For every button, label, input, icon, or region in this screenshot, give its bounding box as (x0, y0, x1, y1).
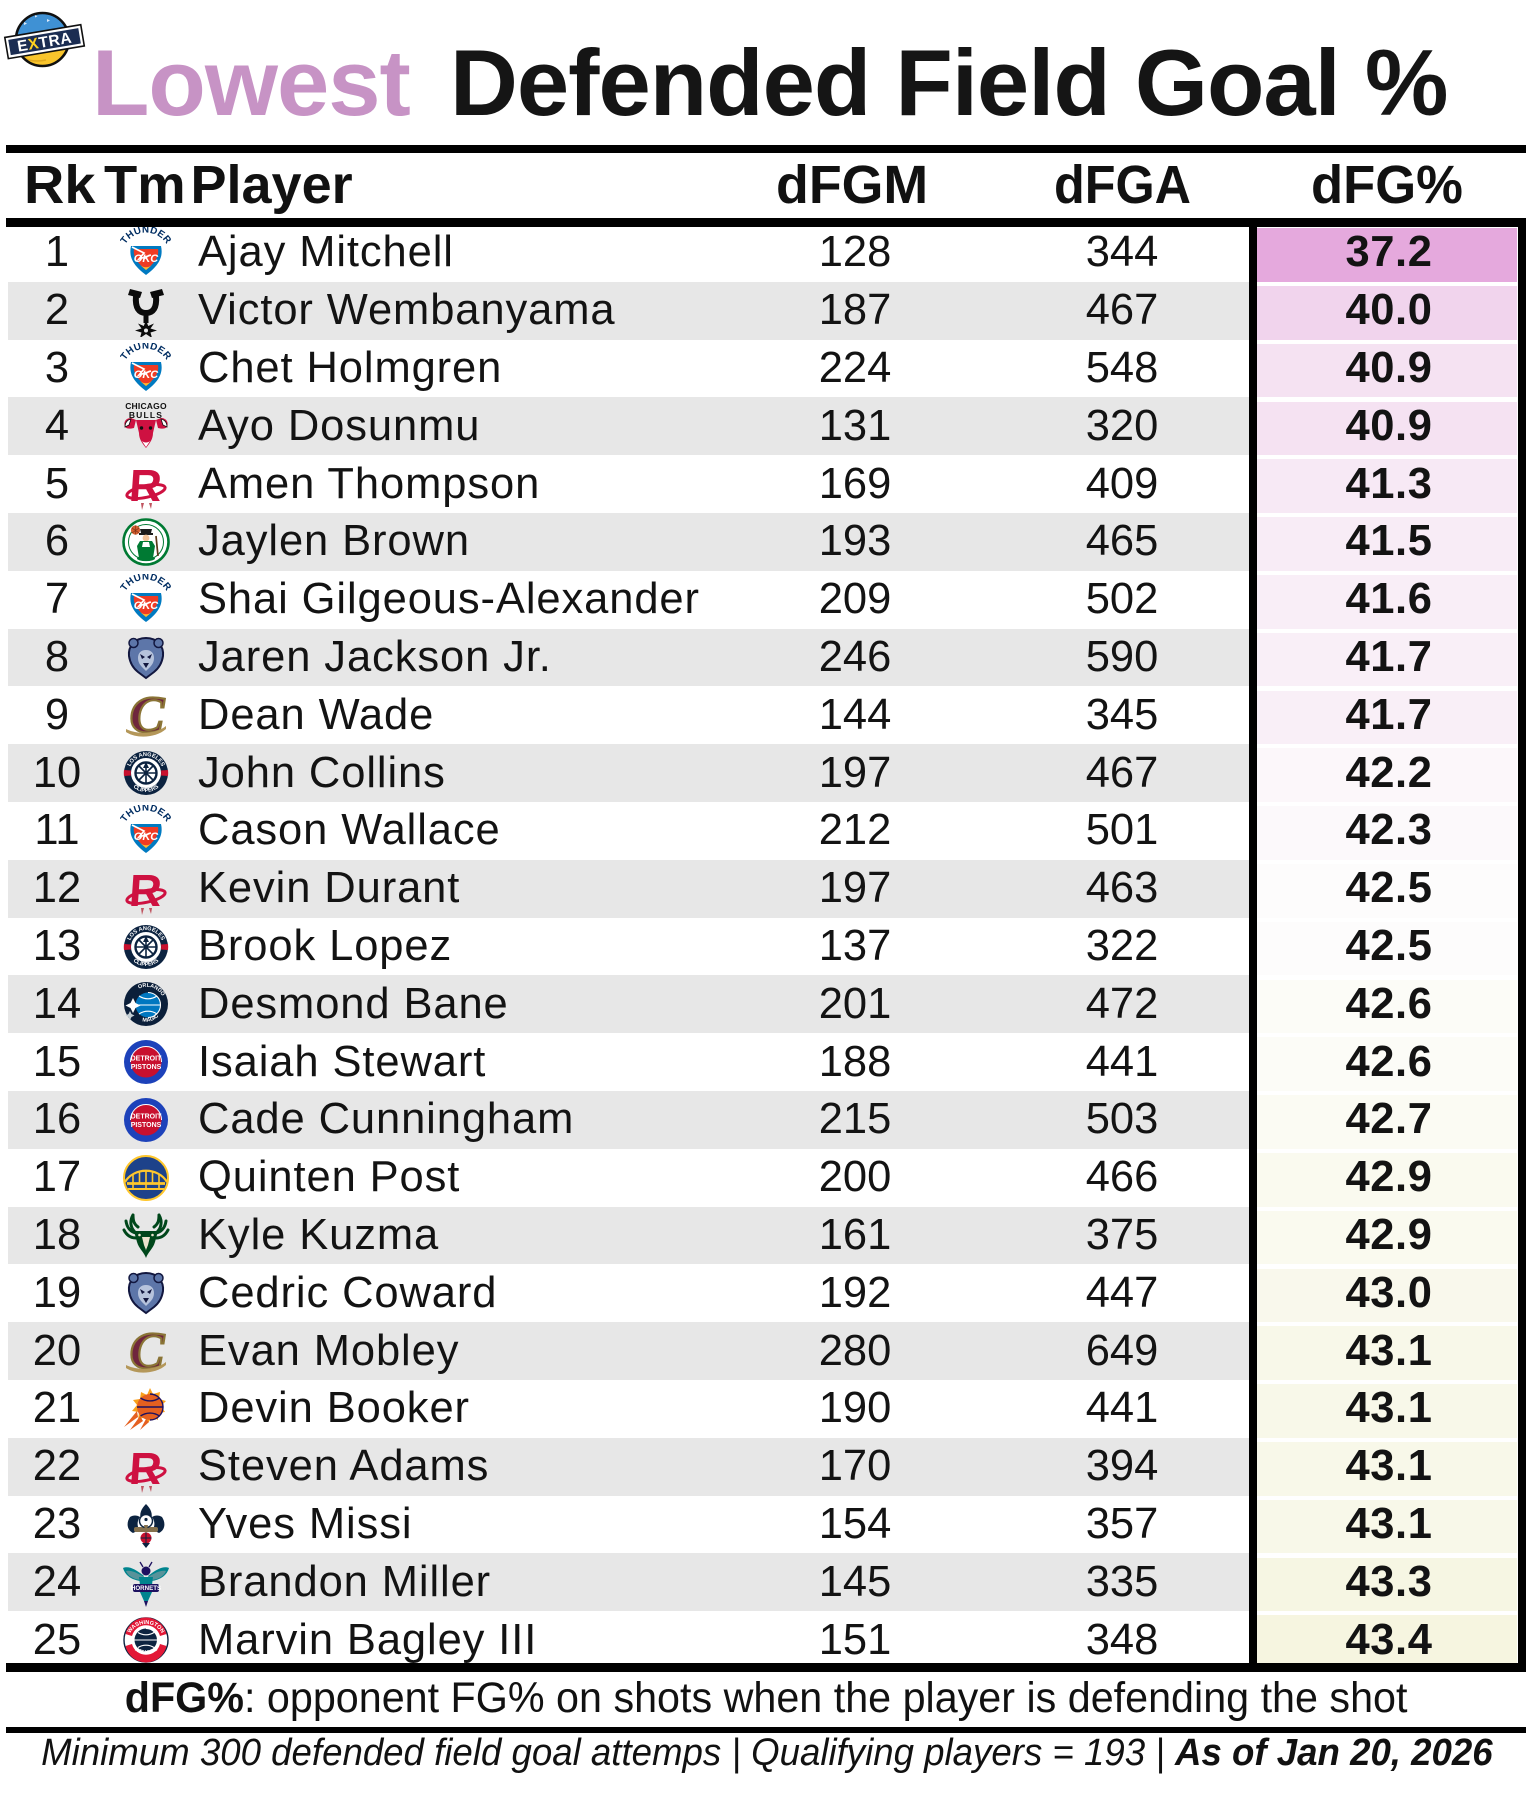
svg-text:DETROIT: DETROIT (131, 1056, 162, 1063)
svg-text:CLIPPERS: CLIPPERS (132, 784, 160, 794)
svg-text:DETROIT: DETROIT (131, 1114, 162, 1121)
svg-text:THUNDER: THUNDER (120, 227, 172, 246)
svg-text:CLIPPERS: CLIPPERS (132, 957, 160, 967)
svg-text:MAGIC: MAGIC (142, 1014, 160, 1025)
svg-text:WIZARDS: WIZARDS (133, 1646, 159, 1656)
svg-text:THUNDER: THUNDER (120, 574, 172, 593)
svg-text:OKC: OKC (134, 831, 160, 843)
svg-text:PISTONS: PISTONS (131, 1122, 162, 1129)
svg-text:OKC: OKC (134, 600, 160, 612)
svg-text:THUNDER: THUNDER (120, 343, 172, 362)
svg-text:BULLS: BULLS (129, 410, 163, 420)
svg-text:CHICAGO: CHICAGO (125, 401, 167, 411)
svg-text:THUNDER: THUNDER (120, 805, 172, 824)
svg-text:OKC: OKC (134, 369, 160, 381)
svg-text:HORNETS: HORNETS (131, 1586, 161, 1593)
svg-text:OKC: OKC (134, 253, 160, 265)
svg-text:PISTONS: PISTONS (131, 1064, 162, 1071)
